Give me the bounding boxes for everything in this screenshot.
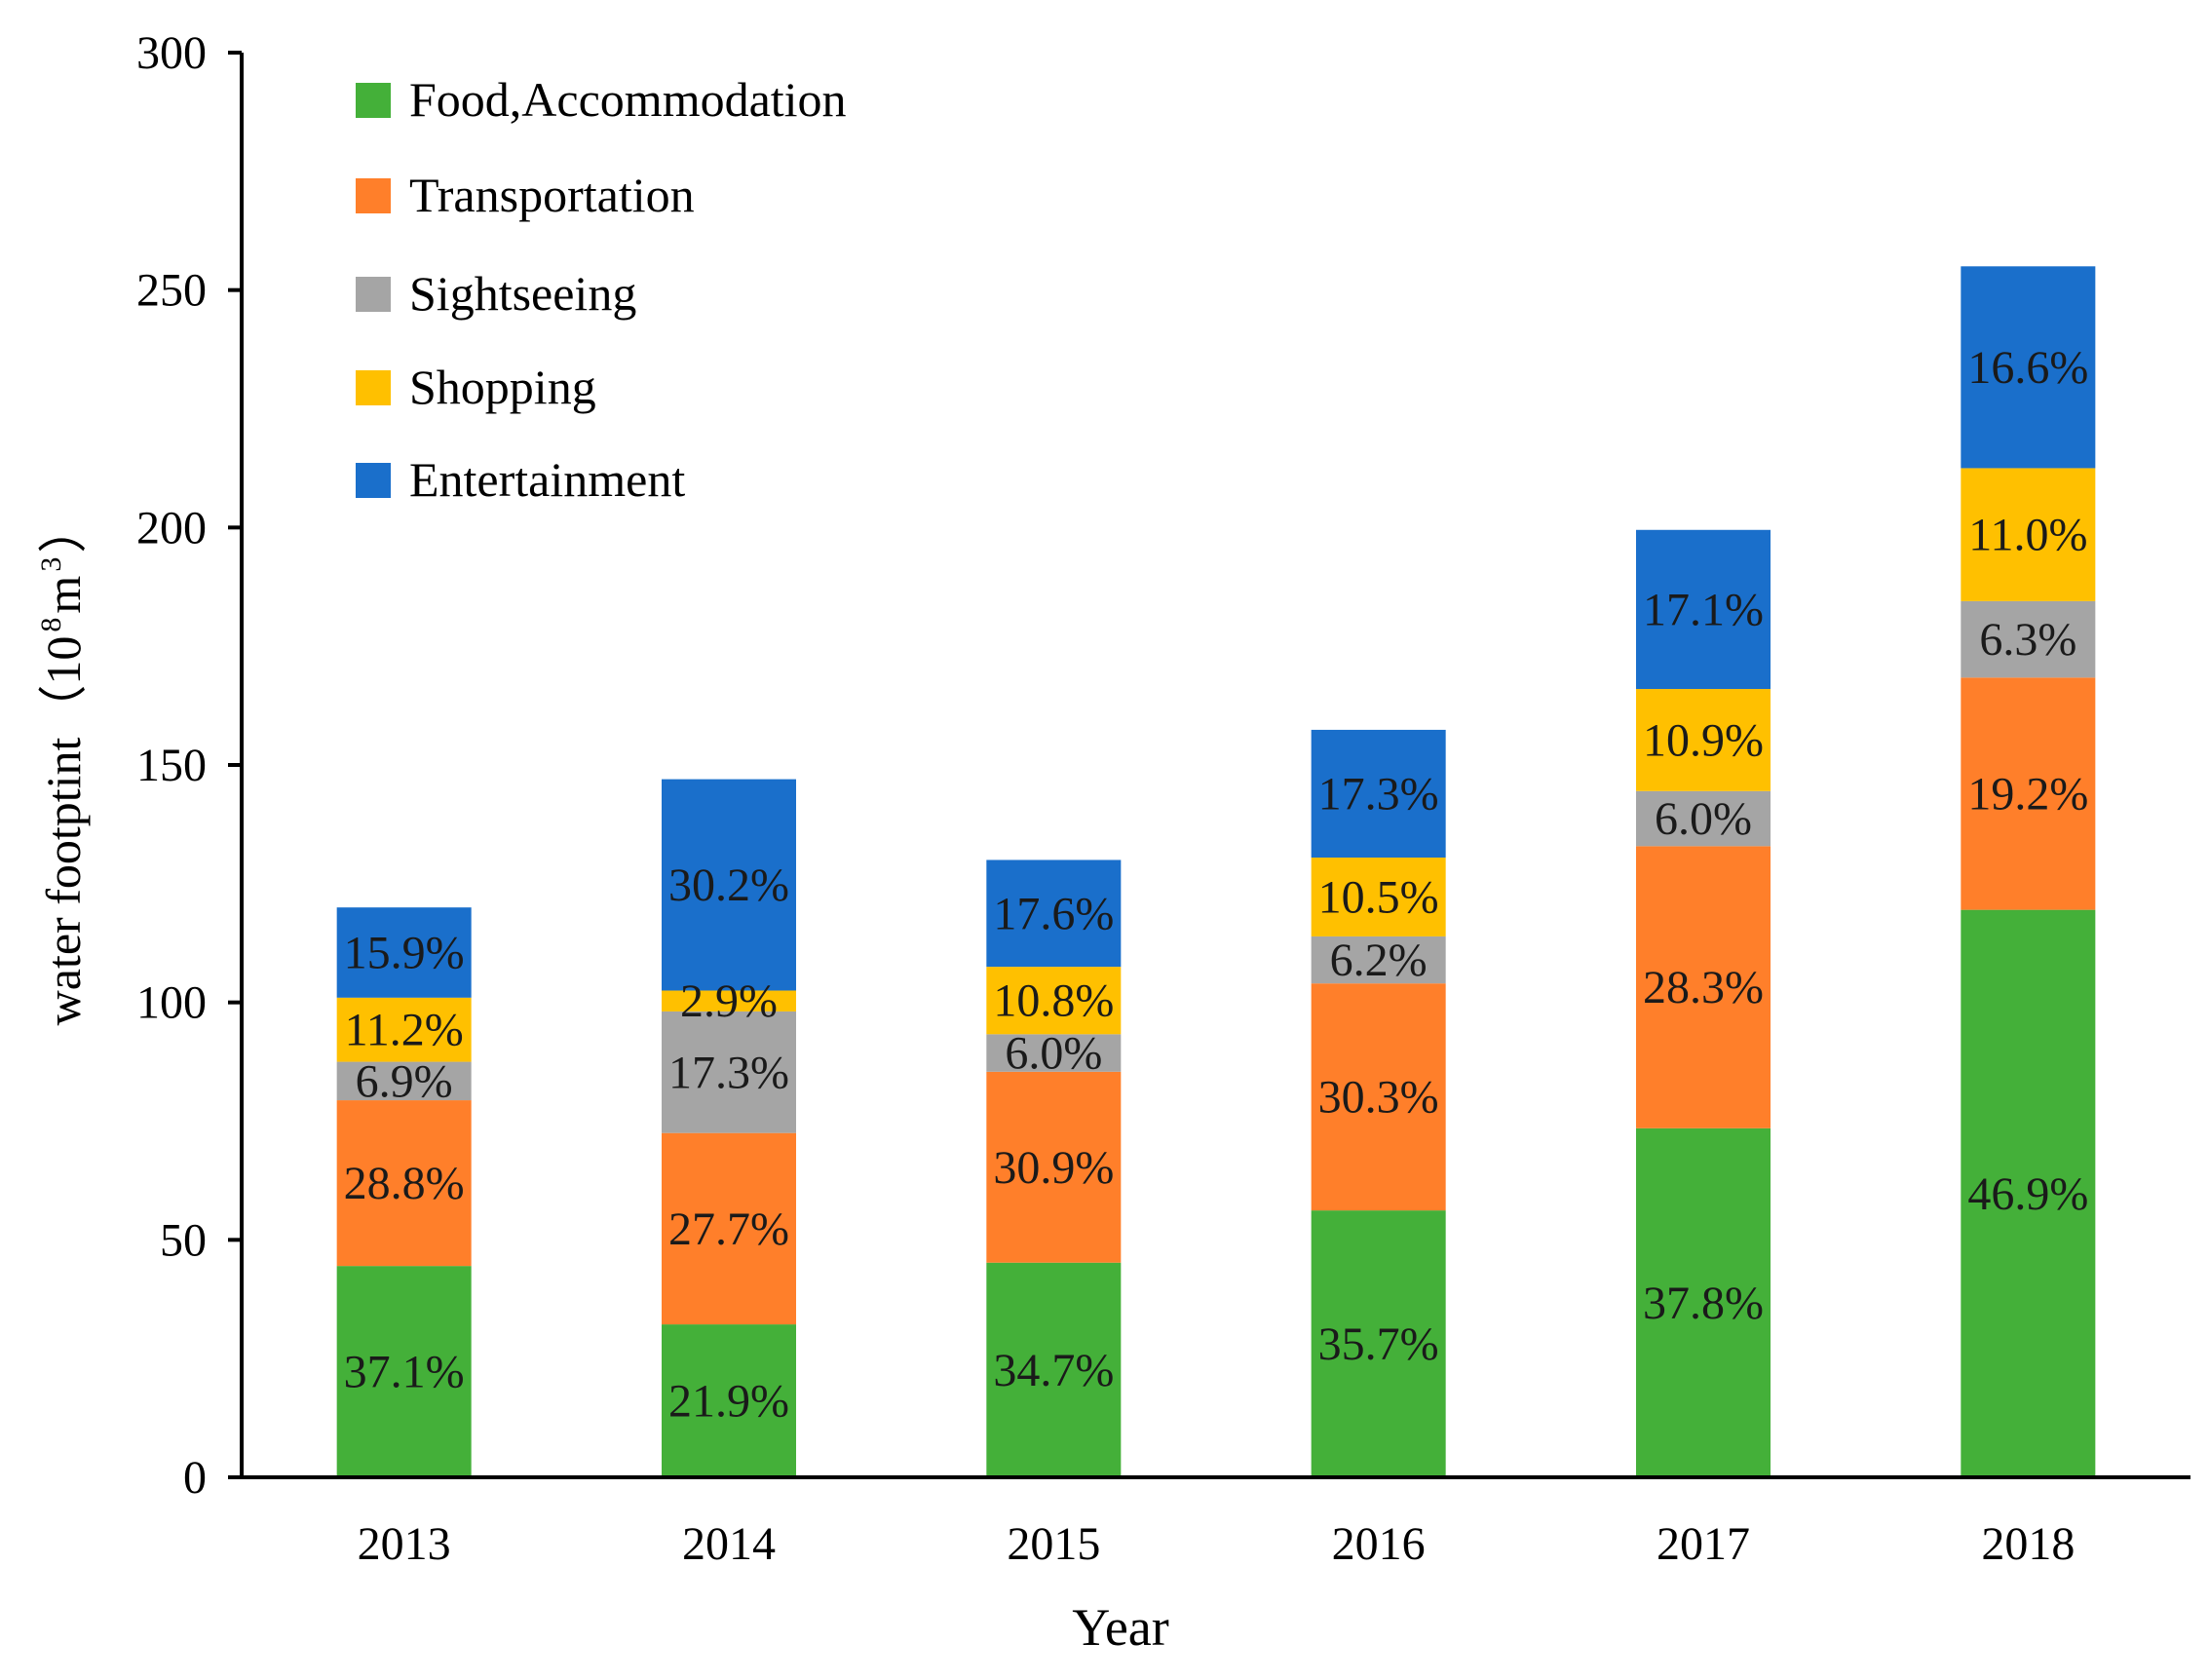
data-label-entertainment-2014: 30.2% — [668, 859, 789, 911]
legend-swatch-shopping — [356, 370, 391, 405]
y-tick-label-50: 50 — [160, 1214, 207, 1266]
data-label-food-accommodation-2016: 35.7% — [1318, 1318, 1439, 1370]
bar-sightseeing-2015 — [986, 1034, 1122, 1072]
x-axis-title: Year — [1072, 1598, 1169, 1657]
data-label-food-accommodation-2017: 37.8% — [1643, 1278, 1764, 1329]
data-label-food-accommodation-2014: 21.9% — [668, 1376, 789, 1428]
data-label-shopping-2015: 10.8% — [993, 975, 1114, 1027]
y-axis-unit-exp1: 8 — [35, 618, 67, 632]
x-tick-label-2016: 2016 — [1332, 1518, 1426, 1570]
y-axis-title-text: water footptint — [36, 737, 91, 1025]
bar-shopping-2016 — [1311, 858, 1446, 936]
data-label-food-accommodation-2013: 37.1% — [344, 1347, 465, 1398]
data-label-sightseeing-2015: 6.0% — [1005, 1028, 1102, 1080]
legend-label-shopping: Shopping — [409, 360, 596, 414]
legend-swatch-entertainment — [356, 463, 391, 498]
x-tick-label-2018: 2018 — [1981, 1518, 2075, 1570]
y-axis-title: water footptint （10 8 m 3 ） — [35, 505, 91, 1026]
y-tick-label-200: 200 — [136, 502, 207, 554]
bar-transportation-2014 — [662, 1132, 796, 1325]
data-label-sightseeing-2016: 6.2% — [1330, 935, 1428, 986]
bar-sightseeing-2017 — [1636, 790, 1771, 847]
y-tick-label-150: 150 — [136, 740, 207, 791]
bar-entertainment-2016 — [1311, 729, 1446, 859]
legend-swatch-sightseeing — [356, 277, 391, 312]
y-axis-unit-open: （10 — [36, 636, 91, 734]
data-label-sightseeing-2017: 6.0% — [1655, 793, 1752, 845]
data-label-sightseeing-2018: 6.3% — [1979, 614, 2076, 666]
bar-entertainment-2014 — [662, 779, 796, 991]
bar-entertainment-2013 — [336, 907, 472, 998]
data-label-transportation-2015: 30.9% — [993, 1142, 1114, 1194]
data-label-entertainment-2013: 15.9% — [344, 927, 465, 978]
data-label-transportation-2013: 28.8% — [344, 1158, 465, 1209]
legend-swatch-food-accommodation — [356, 83, 391, 118]
legend: Food,Accommodation Transportation Sightsee… — [356, 72, 847, 507]
data-label-food-accommodation-2018: 46.9% — [1967, 1168, 2088, 1220]
data-label-shopping-2014: 2.9% — [680, 975, 778, 1027]
legend-label-transportation: Transportation — [409, 168, 695, 222]
y-tick-label-100: 100 — [136, 977, 207, 1029]
data-label-transportation-2016: 30.3% — [1318, 1072, 1439, 1124]
data-label-entertainment-2017: 17.1% — [1643, 584, 1764, 635]
x-tick-label-2013: 2013 — [358, 1518, 451, 1570]
bar-entertainment-2017 — [1636, 529, 1771, 690]
data-label-entertainment-2018: 16.6% — [1967, 342, 2088, 394]
bar-sightseeing-2014 — [662, 1011, 796, 1133]
bar-shopping-2015 — [986, 967, 1122, 1035]
data-label-shopping-2017: 10.9% — [1643, 714, 1764, 766]
x-tick-label-2017: 2017 — [1657, 1518, 1750, 1570]
data-label-food-accommodation-2015: 34.7% — [993, 1345, 1114, 1396]
bar-transportation-2018 — [1961, 677, 2096, 910]
x-tick-label-2014: 2014 — [682, 1518, 776, 1570]
data-label-sightseeing-2013: 6.9% — [356, 1055, 453, 1107]
bar-food-accommodation-2015 — [986, 1262, 1122, 1477]
data-label-transportation-2014: 27.7% — [668, 1203, 789, 1255]
data-label-entertainment-2016: 17.3% — [1318, 768, 1439, 820]
bar-food-accommodation-2016 — [1311, 1210, 1446, 1477]
bar-entertainment-2018 — [1961, 266, 2096, 469]
bar-food-accommodation-2018 — [1961, 909, 2096, 1477]
bar-transportation-2015 — [986, 1071, 1122, 1263]
x-ticks-layer: 2013 2014 2015 2016 2017 2018 — [358, 1518, 2076, 1570]
bar-transportation-2016 — [1311, 983, 1446, 1211]
bars-layer — [336, 266, 2096, 1477]
data-label-sightseeing-2014: 17.3% — [668, 1047, 789, 1098]
legend-label-food-accommodation: Food,Accommodation — [409, 72, 847, 127]
y-axis-unit-exp2: 3 — [35, 557, 67, 572]
bar-shopping-2014 — [662, 990, 796, 1012]
y-axis-unit-close: ） — [36, 505, 91, 554]
bar-sightseeing-2013 — [336, 1061, 472, 1101]
data-label-shopping-2013: 11.2% — [345, 1005, 464, 1056]
bar-sightseeing-2016 — [1311, 935, 1446, 984]
y-axis-unit-mid: m — [36, 576, 91, 614]
y-tick-label-300: 300 — [136, 27, 207, 79]
bar-sightseeing-2018 — [1961, 600, 2096, 678]
y-tick-label-0: 0 — [183, 1452, 207, 1504]
bar-transportation-2017 — [1636, 846, 1771, 1128]
data-label-transportation-2017: 28.3% — [1643, 962, 1764, 1013]
y-ticks-layer: 0 50 100 150 200 250 300 — [136, 27, 242, 1504]
legend-label-sightseeing: Sightseeing — [409, 266, 636, 321]
bar-food-accommodation-2017 — [1636, 1127, 1771, 1477]
data-labels-layer: 37.1% 28.8% 6.9%11.2% 15.9% 21.9% 27.7% 17.3% 2… — [344, 342, 2089, 1428]
bar-transportation-2013 — [336, 1100, 472, 1267]
bar-shopping-2018 — [1961, 468, 2096, 601]
x-tick-label-2015: 2015 — [1007, 1518, 1100, 1570]
bar-shopping-2013 — [336, 997, 472, 1062]
legend-swatch-transportation — [356, 178, 391, 213]
y-tick-label-250: 250 — [136, 265, 207, 317]
data-label-entertainment-2015: 17.6% — [993, 888, 1114, 939]
data-label-shopping-2016: 10.5% — [1318, 871, 1439, 923]
data-label-transportation-2018: 19.2% — [1967, 768, 2088, 820]
legend-label-entertainment: Entertainment — [409, 452, 685, 507]
bar-shopping-2017 — [1636, 689, 1771, 791]
bar-entertainment-2015 — [986, 859, 1122, 968]
bar-food-accommodation-2014 — [662, 1324, 796, 1477]
bar-food-accommodation-2013 — [336, 1266, 472, 1477]
data-label-shopping-2018: 11.0% — [1968, 510, 2087, 561]
